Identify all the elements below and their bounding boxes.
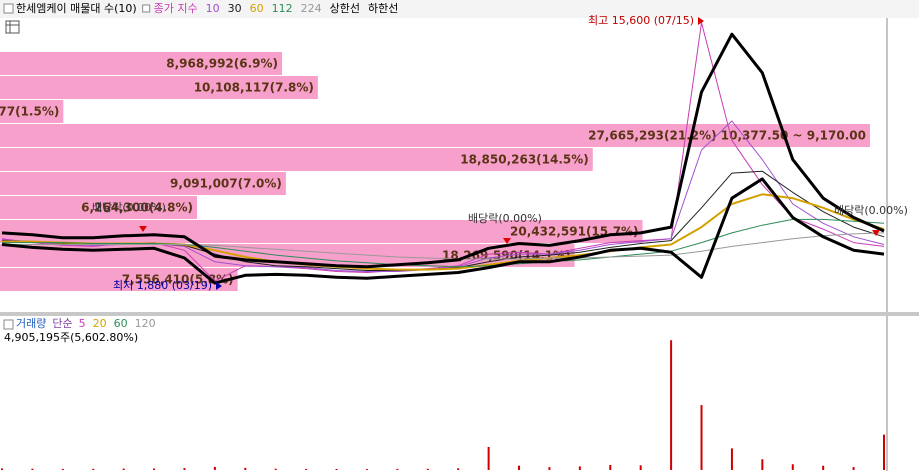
series-line — [1, 32, 885, 269]
legend-label: 30 — [228, 2, 242, 15]
legend-label: 60 — [114, 317, 128, 330]
profile-label: 10,108,117(7.8%) — [194, 81, 314, 95]
profile-label: 27,665,293(21.2%) 10,377.50 ~ 9,170.00 — [588, 129, 866, 143]
profile-bar — [0, 124, 870, 147]
toolbar — [0, 0, 919, 18]
annotation: 최저 1,880 (03/19) — [113, 279, 212, 292]
profile-label: 8,968,992(6.9%) — [166, 57, 278, 71]
legend-label: 한세엠케이 매물대 수(10) — [16, 2, 137, 15]
volume-bar — [183, 468, 186, 470]
volume-bar — [883, 434, 885, 470]
profile-label: 18,850,263(14.5%) — [460, 153, 589, 167]
volume-bar — [761, 459, 764, 470]
volume-bar — [92, 468, 95, 470]
volume-bar — [274, 468, 277, 470]
volume-bar — [730, 448, 733, 470]
volume-bar — [670, 340, 673, 470]
volume-bar — [305, 468, 308, 470]
series-line — [2, 232, 885, 260]
volume-bar — [396, 468, 399, 470]
volume-bar — [578, 466, 581, 470]
volume-bar — [365, 469, 368, 470]
legend-label: 거래량 — [16, 317, 46, 330]
volume-bar — [153, 468, 156, 470]
volume-bar — [822, 465, 825, 470]
volume-bar — [457, 468, 460, 470]
annotation-arrow — [503, 238, 511, 244]
table-icon[interactable] — [5, 20, 20, 34]
annotation-arrow — [698, 17, 704, 25]
volume-bar — [700, 405, 703, 470]
profile-bar — [0, 148, 593, 171]
volume-bar — [791, 464, 794, 470]
profile-bar — [0, 76, 318, 99]
legend-label: 20 — [93, 317, 107, 330]
volume-bar — [426, 468, 429, 470]
checkbox[interactable] — [3, 3, 14, 14]
volume-bar — [61, 468, 64, 470]
profile-bar — [0, 196, 197, 219]
profile-bar — [0, 220, 643, 243]
volume-bar — [1, 468, 3, 470]
volume-bar — [244, 467, 247, 470]
legend-label: 종가 지수 — [154, 2, 198, 15]
volume-bar — [335, 468, 338, 470]
legend-swatch — [142, 4, 151, 13]
profile-bar — [0, 172, 286, 195]
volume-bar — [518, 465, 521, 470]
volume-bar — [639, 465, 642, 470]
volume-bar — [31, 468, 34, 470]
profile-label: 2,013,977(1.5%) — [0, 105, 59, 119]
labels: 최고 15,600 (07/15) 최저 1,880 (03/19) 배당락(0.0… — [92, 14, 908, 292]
legend-label: 224 — [301, 2, 322, 15]
volume-bar — [487, 446, 490, 470]
volume-label: 4,905,195주(5,602.80%) — [4, 331, 138, 344]
checkbox[interactable] — [3, 319, 14, 330]
price-lines — [1, 22, 885, 285]
annotation: 배당락(0.00%) — [468, 212, 542, 225]
volume-bar — [122, 468, 125, 470]
volume-bar — [852, 467, 855, 470]
annotation: 배당락(0.00%) — [834, 204, 908, 217]
annotation-arrow — [139, 226, 147, 232]
legend-label: 단순 — [52, 317, 72, 330]
volume-bar — [609, 464, 612, 470]
profile-bar — [0, 52, 283, 75]
annotation-arrow — [216, 282, 222, 290]
profile-label: 9,091,007(7.0%) — [170, 177, 282, 191]
series-line — [2, 218, 885, 268]
volume-bar — [548, 467, 551, 470]
volume-profile: 8,968,992(6.9%) 10,108,117(7.8%) 2,013,977… — [0, 52, 870, 291]
legend-label: 112 — [272, 2, 293, 15]
panel-separator — [0, 312, 919, 316]
profile-bar — [0, 100, 64, 123]
series-line — [1, 177, 885, 285]
profile-bar — [0, 268, 238, 291]
annotation: 최고 15,600 (07/15) — [588, 14, 694, 27]
profile-label: 20,432,591(15.7%) — [510, 225, 639, 239]
legend-label: 120 — [135, 317, 156, 330]
legend-label: 5 — [79, 317, 86, 330]
profile-label: 6,264,300(4.8%) — [81, 201, 193, 215]
annotation: 배당락(0.00%) — [92, 201, 166, 214]
legend-label: 하한선 — [368, 1, 398, 15]
annotation-arrow — [872, 230, 880, 236]
legend-label: 상한선 — [330, 2, 360, 15]
legend-label: 60 — [250, 2, 264, 15]
legend-label: 10 — [206, 2, 220, 15]
volume-bar — [213, 466, 216, 470]
